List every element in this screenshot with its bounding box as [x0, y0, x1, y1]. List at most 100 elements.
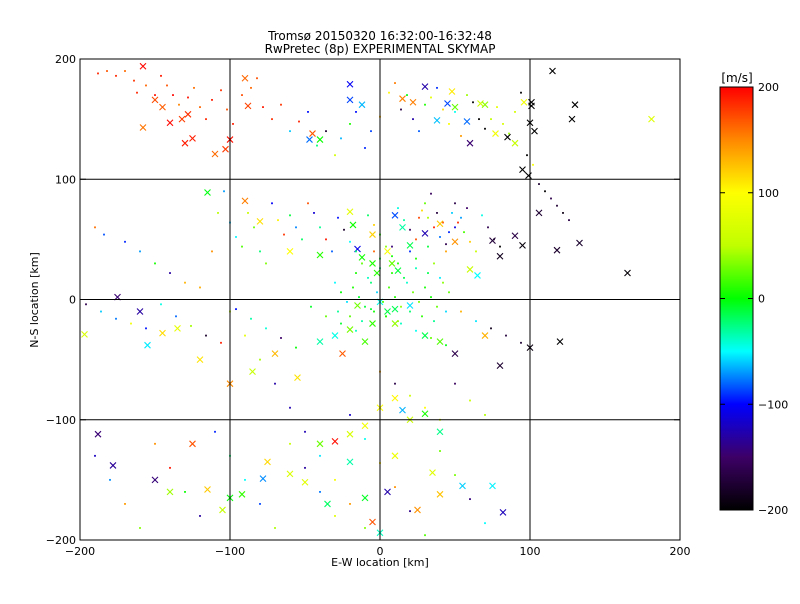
- dot-marker: [190, 325, 192, 327]
- cross-marker: [391, 305, 399, 313]
- dot-marker: [307, 202, 309, 205]
- cross-marker: [496, 252, 504, 260]
- colorbar-tick-label: 100: [758, 187, 779, 200]
- dot-marker: [130, 322, 132, 325]
- dot-marker: [412, 291, 414, 294]
- cross-marker: [648, 115, 655, 123]
- cross-marker: [159, 329, 166, 337]
- dot-marker: [316, 144, 318, 147]
- dot-marker: [247, 212, 249, 214]
- cross-marker: [525, 172, 532, 180]
- dot-marker: [370, 130, 372, 133]
- cross-marker: [178, 115, 186, 123]
- dot-marker: [373, 310, 375, 313]
- cross-marker: [492, 130, 499, 137]
- dot-marker: [424, 103, 426, 106]
- cross-marker: [399, 223, 406, 231]
- dot-marker: [421, 209, 423, 212]
- dot-marker: [226, 108, 228, 111]
- dot-marker: [460, 135, 462, 137]
- cross-marker: [189, 134, 196, 142]
- dot-marker: [448, 291, 450, 294]
- dot-marker: [484, 414, 486, 416]
- dot-marker: [85, 303, 87, 306]
- dot-marker: [430, 96, 432, 99]
- dot-marker: [397, 207, 399, 210]
- cross-marker: [204, 189, 211, 196]
- cross-marker: [549, 67, 556, 75]
- dot-marker: [319, 491, 321, 493]
- dot-marker: [442, 221, 444, 224]
- cross-marker: [81, 330, 88, 338]
- dot-marker: [304, 466, 306, 469]
- dot-marker: [394, 82, 396, 84]
- x-tick-label: −100: [215, 545, 245, 558]
- dot-marker: [439, 276, 441, 279]
- dot-marker: [166, 84, 168, 87]
- dot-marker: [280, 337, 282, 339]
- cross-marker: [139, 62, 147, 70]
- colorbar-tick-label: −100: [758, 398, 788, 411]
- dot-marker: [484, 522, 486, 525]
- dot-marker: [325, 130, 327, 133]
- cross-marker: [271, 350, 279, 358]
- dot-marker: [394, 296, 396, 298]
- dot-marker: [418, 216, 420, 219]
- cross-marker: [391, 394, 399, 402]
- cross-marker: [433, 116, 441, 124]
- dot-marker: [430, 337, 432, 339]
- dot-marker: [436, 86, 438, 89]
- x-tick-label: −200: [65, 545, 95, 558]
- x-tick-label: 200: [670, 545, 691, 558]
- cross-marker: [481, 101, 489, 109]
- dot-marker: [214, 430, 216, 433]
- dot-marker: [274, 527, 276, 529]
- cross-marker: [259, 475, 267, 483]
- cross-marker: [391, 320, 399, 327]
- cross-marker: [241, 74, 249, 82]
- cross-marker: [346, 96, 354, 104]
- dot-marker: [220, 341, 222, 344]
- dot-marker: [325, 315, 327, 318]
- dot-marker: [391, 255, 393, 258]
- dot-marker: [106, 70, 108, 72]
- dot-marker: [388, 286, 390, 289]
- cross-marker: [388, 260, 396, 267]
- cross-marker: [519, 241, 526, 249]
- dot-marker: [241, 245, 243, 248]
- dot-marker: [289, 442, 291, 445]
- dot-marker: [124, 70, 126, 72]
- cross-marker: [346, 326, 354, 333]
- dot-marker: [340, 291, 342, 294]
- dot-marker: [319, 454, 321, 457]
- cross-marker: [373, 269, 381, 277]
- dot-marker: [223, 190, 225, 193]
- dot-marker: [250, 317, 252, 320]
- x-tick-label: 0: [377, 545, 384, 558]
- cross-marker: [384, 308, 391, 315]
- dot-marker: [139, 250, 141, 253]
- cross-marker: [241, 197, 249, 205]
- dot-marker: [175, 315, 177, 318]
- dot-marker: [364, 147, 366, 149]
- cross-marker: [576, 239, 583, 247]
- dot-marker: [391, 245, 393, 248]
- dot-marker: [448, 231, 450, 234]
- cross-marker: [448, 88, 456, 95]
- dot-marker: [418, 130, 420, 133]
- dot-marker: [367, 276, 369, 279]
- dot-marker: [382, 301, 384, 303]
- cross-marker: [301, 478, 309, 486]
- cross-marker: [286, 248, 294, 255]
- dot-marker: [409, 394, 411, 397]
- dot-marker: [550, 197, 552, 200]
- cross-marker: [174, 324, 181, 332]
- dot-marker: [481, 214, 483, 217]
- dot-marker: [124, 503, 126, 505]
- cross-marker: [349, 221, 357, 229]
- dot-marker: [538, 183, 540, 185]
- dot-marker: [475, 320, 477, 323]
- cross-marker: [406, 241, 414, 249]
- cross-marker: [504, 133, 511, 141]
